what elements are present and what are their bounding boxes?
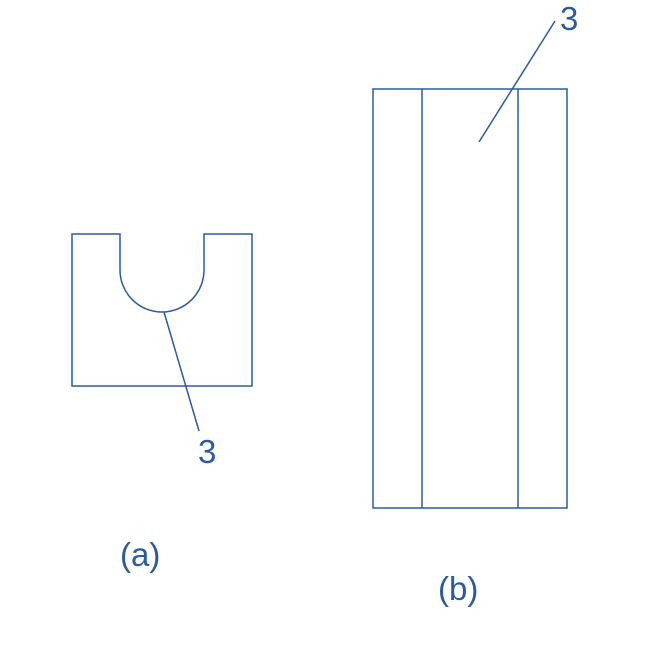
part-b-shape [0, 0, 654, 648]
part-b-label: 3 [560, 0, 578, 38]
part-b-caption: (b) [438, 570, 478, 608]
part-b-rect [373, 89, 567, 508]
diagram-canvas: 3 (a) 3 (b) [0, 0, 654, 648]
part-b-leader [479, 21, 555, 142]
